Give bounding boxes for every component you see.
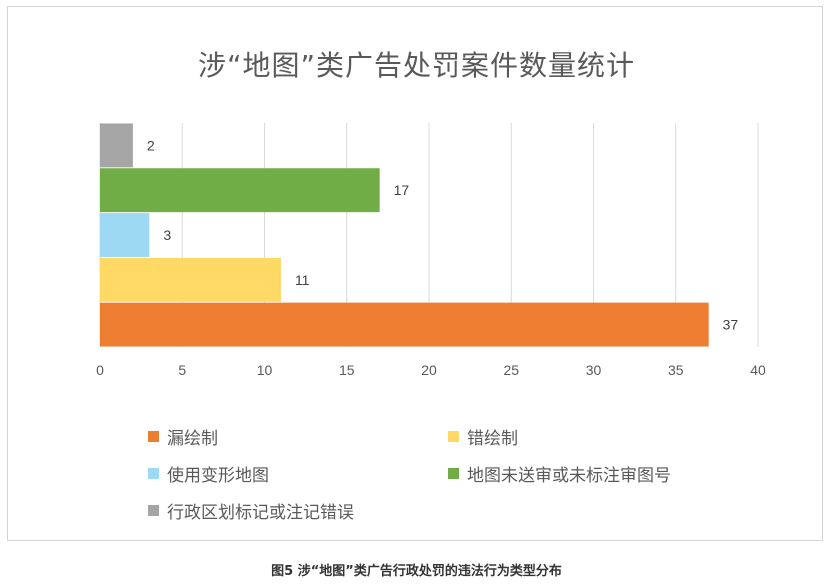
x-tick-label: 15 <box>339 362 355 378</box>
x-tick-label: 30 <box>586 362 602 378</box>
x-tick-label: 10 <box>257 362 273 378</box>
data-label: 11 <box>295 272 310 288</box>
bar <box>100 257 281 302</box>
x-tick-label: 35 <box>668 362 684 378</box>
bar <box>100 302 709 347</box>
data-label: 37 <box>723 317 739 333</box>
data-label: 17 <box>394 182 410 198</box>
data-label: 3 <box>163 227 171 243</box>
x-tick-label: 0 <box>96 362 104 378</box>
x-tick-label: 20 <box>421 362 437 378</box>
bar <box>100 213 150 257</box>
data-label: 2 <box>147 137 155 153</box>
chart-title: 涉“地图”类广告处罚案件数量统计 <box>197 49 635 82</box>
x-tick-label: 40 <box>750 362 766 378</box>
bar <box>100 168 380 213</box>
figure-caption: 图5 涉“地图”类广告行政处罚的违法行为类型分布 <box>271 564 562 579</box>
x-tick-label: 25 <box>503 362 519 378</box>
bar <box>100 123 133 168</box>
x-tick-label: 5 <box>178 362 186 378</box>
